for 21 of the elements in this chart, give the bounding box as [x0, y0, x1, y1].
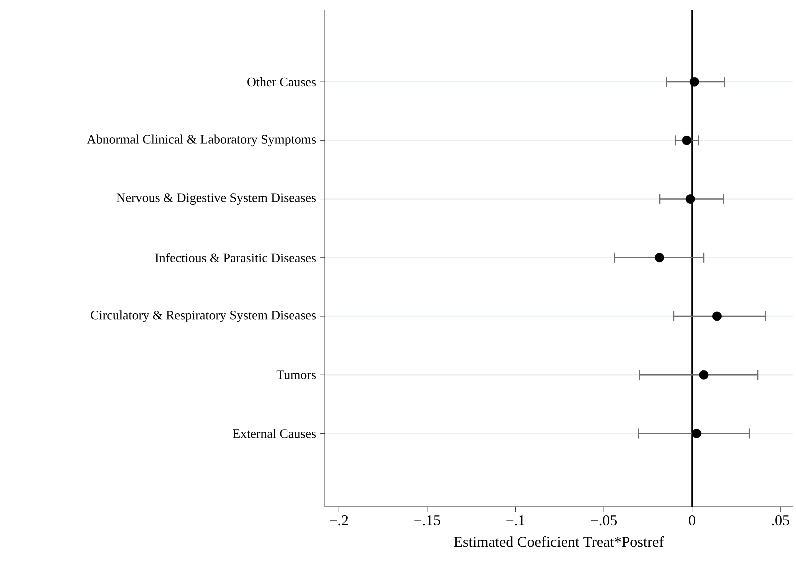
x-tick-label: .05 [772, 516, 790, 526]
point [686, 194, 696, 204]
x-tick-label: 0 [689, 516, 696, 526]
x-tick-label: −.1 [506, 516, 525, 526]
y-tick-label: Other Causes [248, 78, 316, 87]
x-tick-label: −.05 [591, 516, 618, 526]
point [692, 429, 702, 438]
y-tick-label: Circulatory & Respiratory System Diseases [91, 310, 316, 322]
y-tick-label: Abnormal Clinical & Laboratory Symptoms [87, 134, 316, 147]
point [712, 312, 722, 322]
x-axis-title: Estimated Coeficient Treat*Postref [454, 536, 664, 548]
y-tick-label: Tumors [276, 370, 316, 380]
y-tick-label: Nervous & Digestive System Diseases [116, 194, 316, 205]
point [682, 136, 692, 146]
point [699, 370, 709, 380]
point [654, 253, 664, 263]
point [690, 77, 700, 87]
x-tick-label: −.15 [414, 516, 440, 526]
y-tick-label: Infectious & Parasitic Diseases [155, 253, 316, 263]
y-tick-label: External Causes [233, 429, 316, 438]
x-tick-label: −.2 [330, 516, 348, 526]
